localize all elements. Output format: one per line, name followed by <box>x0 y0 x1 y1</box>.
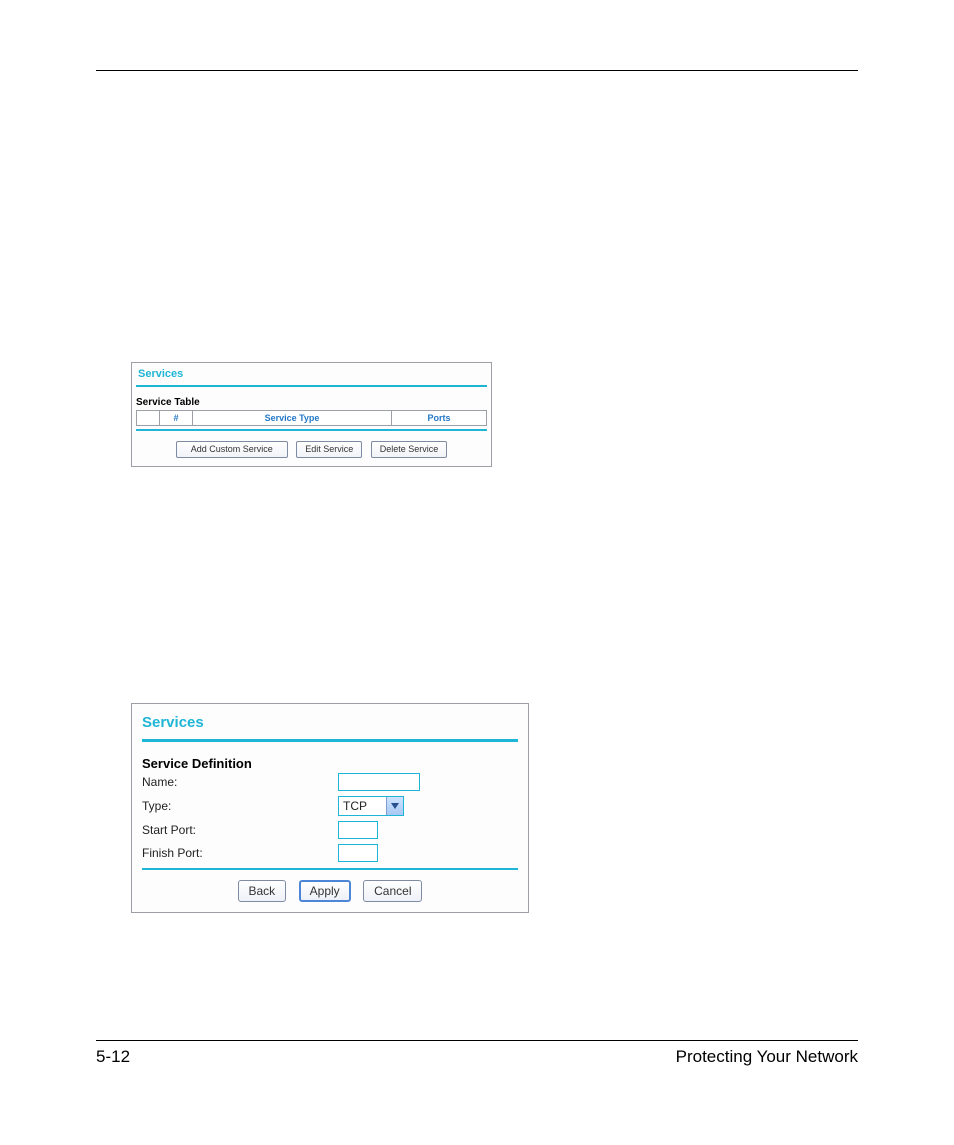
section-title: Protecting Your Network <box>676 1047 858 1067</box>
finish-port-input[interactable] <box>338 844 378 862</box>
row-name: Name: <box>142 773 518 791</box>
col-service-type-header: Service Type <box>193 411 392 426</box>
panel1-button-row: Add Custom Service Edit Service Delete S… <box>136 439 487 458</box>
name-input[interactable] <box>338 773 420 791</box>
back-button[interactable]: Back <box>238 880 287 902</box>
row-finish-port: Finish Port: <box>142 844 518 862</box>
page-number: 5-12 <box>96 1047 130 1067</box>
finish-port-label: Finish Port: <box>142 846 338 860</box>
services-table-panel: Services Service Table # Service Type Po… <box>131 362 492 467</box>
start-port-label: Start Port: <box>142 823 338 837</box>
document-page: Services Service Table # Service Type Po… <box>0 0 954 1145</box>
service-definition-form: Name: Type: TCP Start Port: Finish Port: <box>142 773 518 862</box>
edit-service-button[interactable]: Edit Service <box>296 441 362 458</box>
panel1-subtitle: Service Table <box>136 397 487 410</box>
page-footer: 5-12 Protecting Your Network <box>96 1040 858 1067</box>
row-type: Type: TCP <box>142 796 518 816</box>
chevron-down-icon <box>386 797 403 815</box>
panel1-title: Services <box>136 366 487 385</box>
col-number-header: # <box>160 411 193 426</box>
row-start-port: Start Port: <box>142 821 518 839</box>
table-header-row: # Service Type Ports <box>137 411 487 426</box>
panel2-separator <box>142 868 518 870</box>
delete-service-button[interactable]: Delete Service <box>371 441 448 458</box>
type-label: Type: <box>142 799 338 813</box>
panel2-subtitle: Service Definition <box>142 756 518 773</box>
add-custom-service-button[interactable]: Add Custom Service <box>176 441 288 458</box>
type-select[interactable]: TCP <box>338 796 404 816</box>
service-table: # Service Type Ports <box>136 410 487 426</box>
service-definition-panel: Services Service Definition Name: Type: … <box>131 703 529 913</box>
cancel-button[interactable]: Cancel <box>363 880 422 902</box>
panel2-title: Services <box>142 714 518 739</box>
footer-row: 5-12 Protecting Your Network <box>96 1047 858 1067</box>
panel1-title-rule <box>136 385 487 387</box>
name-label: Name: <box>142 775 338 789</box>
panel1-separator <box>136 429 487 431</box>
start-port-input[interactable] <box>338 821 378 839</box>
col-ports-header: Ports <box>392 411 487 426</box>
footer-rule <box>96 1040 858 1041</box>
panel2-title-rule <box>142 739 518 742</box>
apply-button[interactable]: Apply <box>299 880 351 902</box>
col-radio-header <box>137 411 160 426</box>
panel2-button-row: Back Apply Cancel <box>142 880 518 902</box>
type-select-value: TCP <box>343 799 367 813</box>
page-top-rule <box>96 70 858 71</box>
